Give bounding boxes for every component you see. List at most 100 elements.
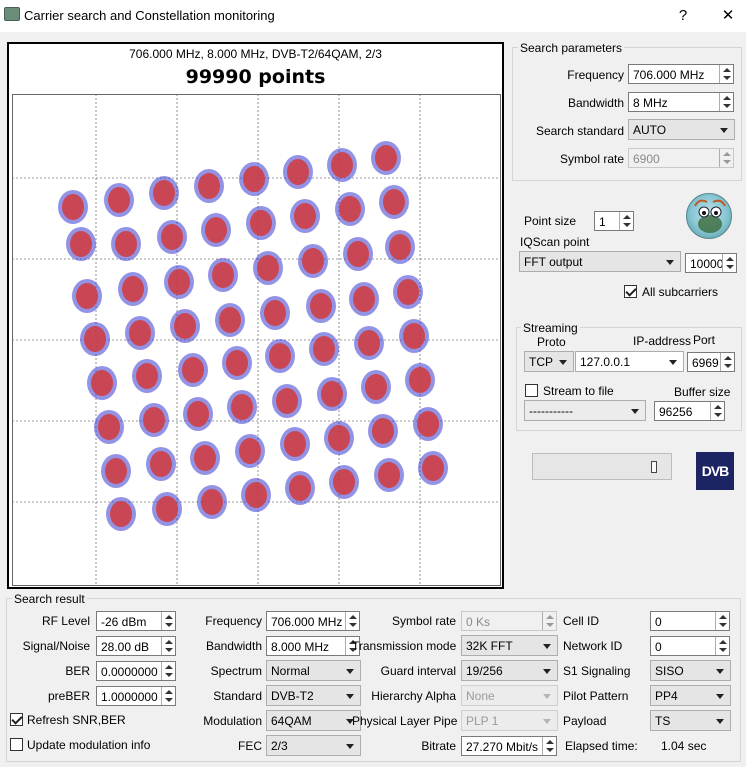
port-spin-arrows[interactable] — [720, 353, 734, 371]
constellation-cluster — [327, 148, 357, 182]
payload-select[interactable]: TS — [650, 710, 731, 731]
result-bandwidth-spin-arrows[interactable] — [345, 637, 359, 655]
constellation-cluster — [146, 447, 176, 481]
fec-select[interactable]: 2/3 — [266, 735, 361, 756]
s1-signaling-select[interactable]: SISO — [650, 660, 731, 681]
result-frequency-spin-arrows[interactable] — [345, 612, 359, 630]
constellation-cluster — [178, 353, 208, 387]
constellation-cluster — [413, 407, 443, 441]
close-button[interactable]: ✕ — [721, 7, 735, 24]
symbol-rate-spin-arrows — [719, 149, 733, 167]
symbol-rate-label: Symbol rate — [559, 152, 624, 166]
network-id-spin-arrows[interactable] — [715, 637, 729, 655]
snr-field[interactable]: 28.00 dB — [96, 636, 176, 656]
ber-label: BER — [65, 664, 90, 678]
result-bandwidth-field[interactable]: 8.000 MHz — [266, 636, 360, 656]
buffer-size-spin-arrows[interactable] — [710, 402, 724, 420]
result-frequency-field[interactable]: 706.000 MHz — [266, 611, 360, 631]
transmission-mode-select[interactable]: 32K FFT — [461, 635, 558, 656]
chevron-down-icon — [666, 260, 674, 265]
modulation-select[interactable]: 64QAM — [266, 710, 361, 731]
frequency-spinbox[interactable]: 706.000 MHz — [628, 64, 734, 84]
constellation-cluster — [418, 451, 448, 485]
help-button[interactable]: ? — [678, 7, 688, 24]
network-id-field[interactable]: 0 — [650, 636, 730, 656]
pilot-pattern-select[interactable]: PP4 — [650, 685, 731, 706]
constellation-cluster — [368, 414, 398, 448]
spectrum-select[interactable]: Normal — [266, 660, 361, 681]
rf-level-spin-arrows[interactable] — [161, 612, 175, 630]
constellation-cluster — [317, 377, 347, 411]
snr-spin-arrows[interactable] — [161, 637, 175, 655]
constellation-cluster — [241, 478, 271, 512]
ber-field[interactable]: 0.0000000 — [96, 661, 176, 681]
constellation-cluster — [72, 279, 102, 313]
search-standard-select[interactable]: AUTO — [628, 119, 735, 140]
constellation-cluster — [94, 410, 124, 444]
bandwidth-spin-arrows[interactable] — [719, 93, 733, 111]
iqscan-select[interactable]: FFT output — [519, 251, 681, 272]
constellation-cluster — [132, 359, 162, 393]
chevron-down-icon — [720, 128, 728, 133]
cell-id-spin-arrows[interactable] — [715, 612, 729, 630]
proto-label: Proto — [537, 335, 566, 349]
result-symbol-rate-spin-arrows — [542, 612, 556, 630]
chevron-down-icon — [543, 644, 551, 649]
result-bandwidth-value: 8.000 MHz — [271, 640, 330, 654]
all-subcarriers-checkbox[interactable] — [624, 285, 637, 298]
proto-select[interactable]: TCP — [524, 351, 574, 372]
constellation-cluster — [280, 427, 310, 461]
constellation-cluster — [157, 220, 187, 254]
constellation-cluster — [227, 390, 257, 424]
stream-file-value: ----------- — [529, 404, 573, 418]
bitrate-spin-arrows[interactable] — [542, 737, 556, 755]
bitrate-field[interactable]: 27.270 Mbit/s — [461, 736, 557, 756]
constellation-cluster — [101, 454, 131, 488]
bandwidth-spinbox[interactable]: 8 MHz — [628, 92, 734, 112]
iqscan-value: FFT output — [524, 255, 583, 269]
iqscan-count-spinbox[interactable]: 10000 — [685, 253, 737, 273]
elapsed-time-value: 1.04 sec — [661, 739, 707, 753]
chevron-down-icon — [716, 694, 724, 699]
ber-spin-arrows[interactable] — [161, 662, 175, 680]
standard-select[interactable]: DVB-T2 — [266, 685, 361, 706]
constellation-cluster — [385, 230, 415, 264]
elapsed-time-label: Elapsed time: — [565, 739, 638, 753]
spectrum-label: Spectrum — [210, 664, 262, 678]
constellation-cluster — [354, 326, 384, 360]
iqscan-count-spin-arrows[interactable] — [722, 254, 736, 272]
cell-id-field[interactable]: 0 — [650, 611, 730, 631]
constellation-cluster — [298, 244, 328, 278]
bandwidth-label: Bandwidth — [567, 96, 624, 110]
port-spinbox[interactable]: 6969 — [687, 352, 735, 372]
constellation-cluster — [239, 162, 269, 196]
ip-address-select[interactable]: 127.0.0.1 — [575, 351, 684, 372]
stream-to-file-checkbox[interactable] — [525, 384, 538, 397]
point-size-spinbox[interactable]: 1 — [594, 211, 634, 231]
plp-select: PLP 1 — [461, 710, 558, 731]
snr-label: Signal/Noise — [22, 639, 90, 653]
all-subcarriers-label: All subcarriers — [642, 285, 719, 299]
frequency-spin-arrows[interactable] — [719, 65, 733, 83]
mascot-logo — [686, 193, 732, 239]
rf-level-field[interactable]: -26 dBm — [96, 611, 176, 631]
preber-spin-arrows[interactable] — [161, 687, 175, 705]
constellation-cluster — [58, 190, 88, 224]
preber-field[interactable]: 1.0000000 — [96, 686, 176, 706]
guard-interval-select[interactable]: 19/256 — [461, 660, 558, 681]
stream-file-select[interactable]: ----------- — [524, 400, 646, 421]
point-size-spin-arrows[interactable] — [619, 212, 633, 230]
standard-label: Standard — [213, 689, 262, 703]
frequency-label: Frequency — [567, 68, 624, 82]
update-modulation-checkbox[interactable] — [10, 738, 23, 751]
constellation-cluster — [361, 370, 391, 404]
chevron-down-icon — [346, 744, 354, 749]
buffer-size-spinbox[interactable]: 96256 — [654, 401, 725, 421]
refresh-snr-ber-checkbox[interactable] — [10, 713, 23, 726]
constellation-cluster — [260, 296, 290, 330]
constellation-cluster — [272, 384, 302, 418]
chevron-down-icon — [543, 719, 551, 724]
constellation-cluster — [183, 397, 213, 431]
stream-to-file-label: Stream to file — [543, 384, 614, 398]
cell-id-value: 0 — [655, 615, 662, 629]
